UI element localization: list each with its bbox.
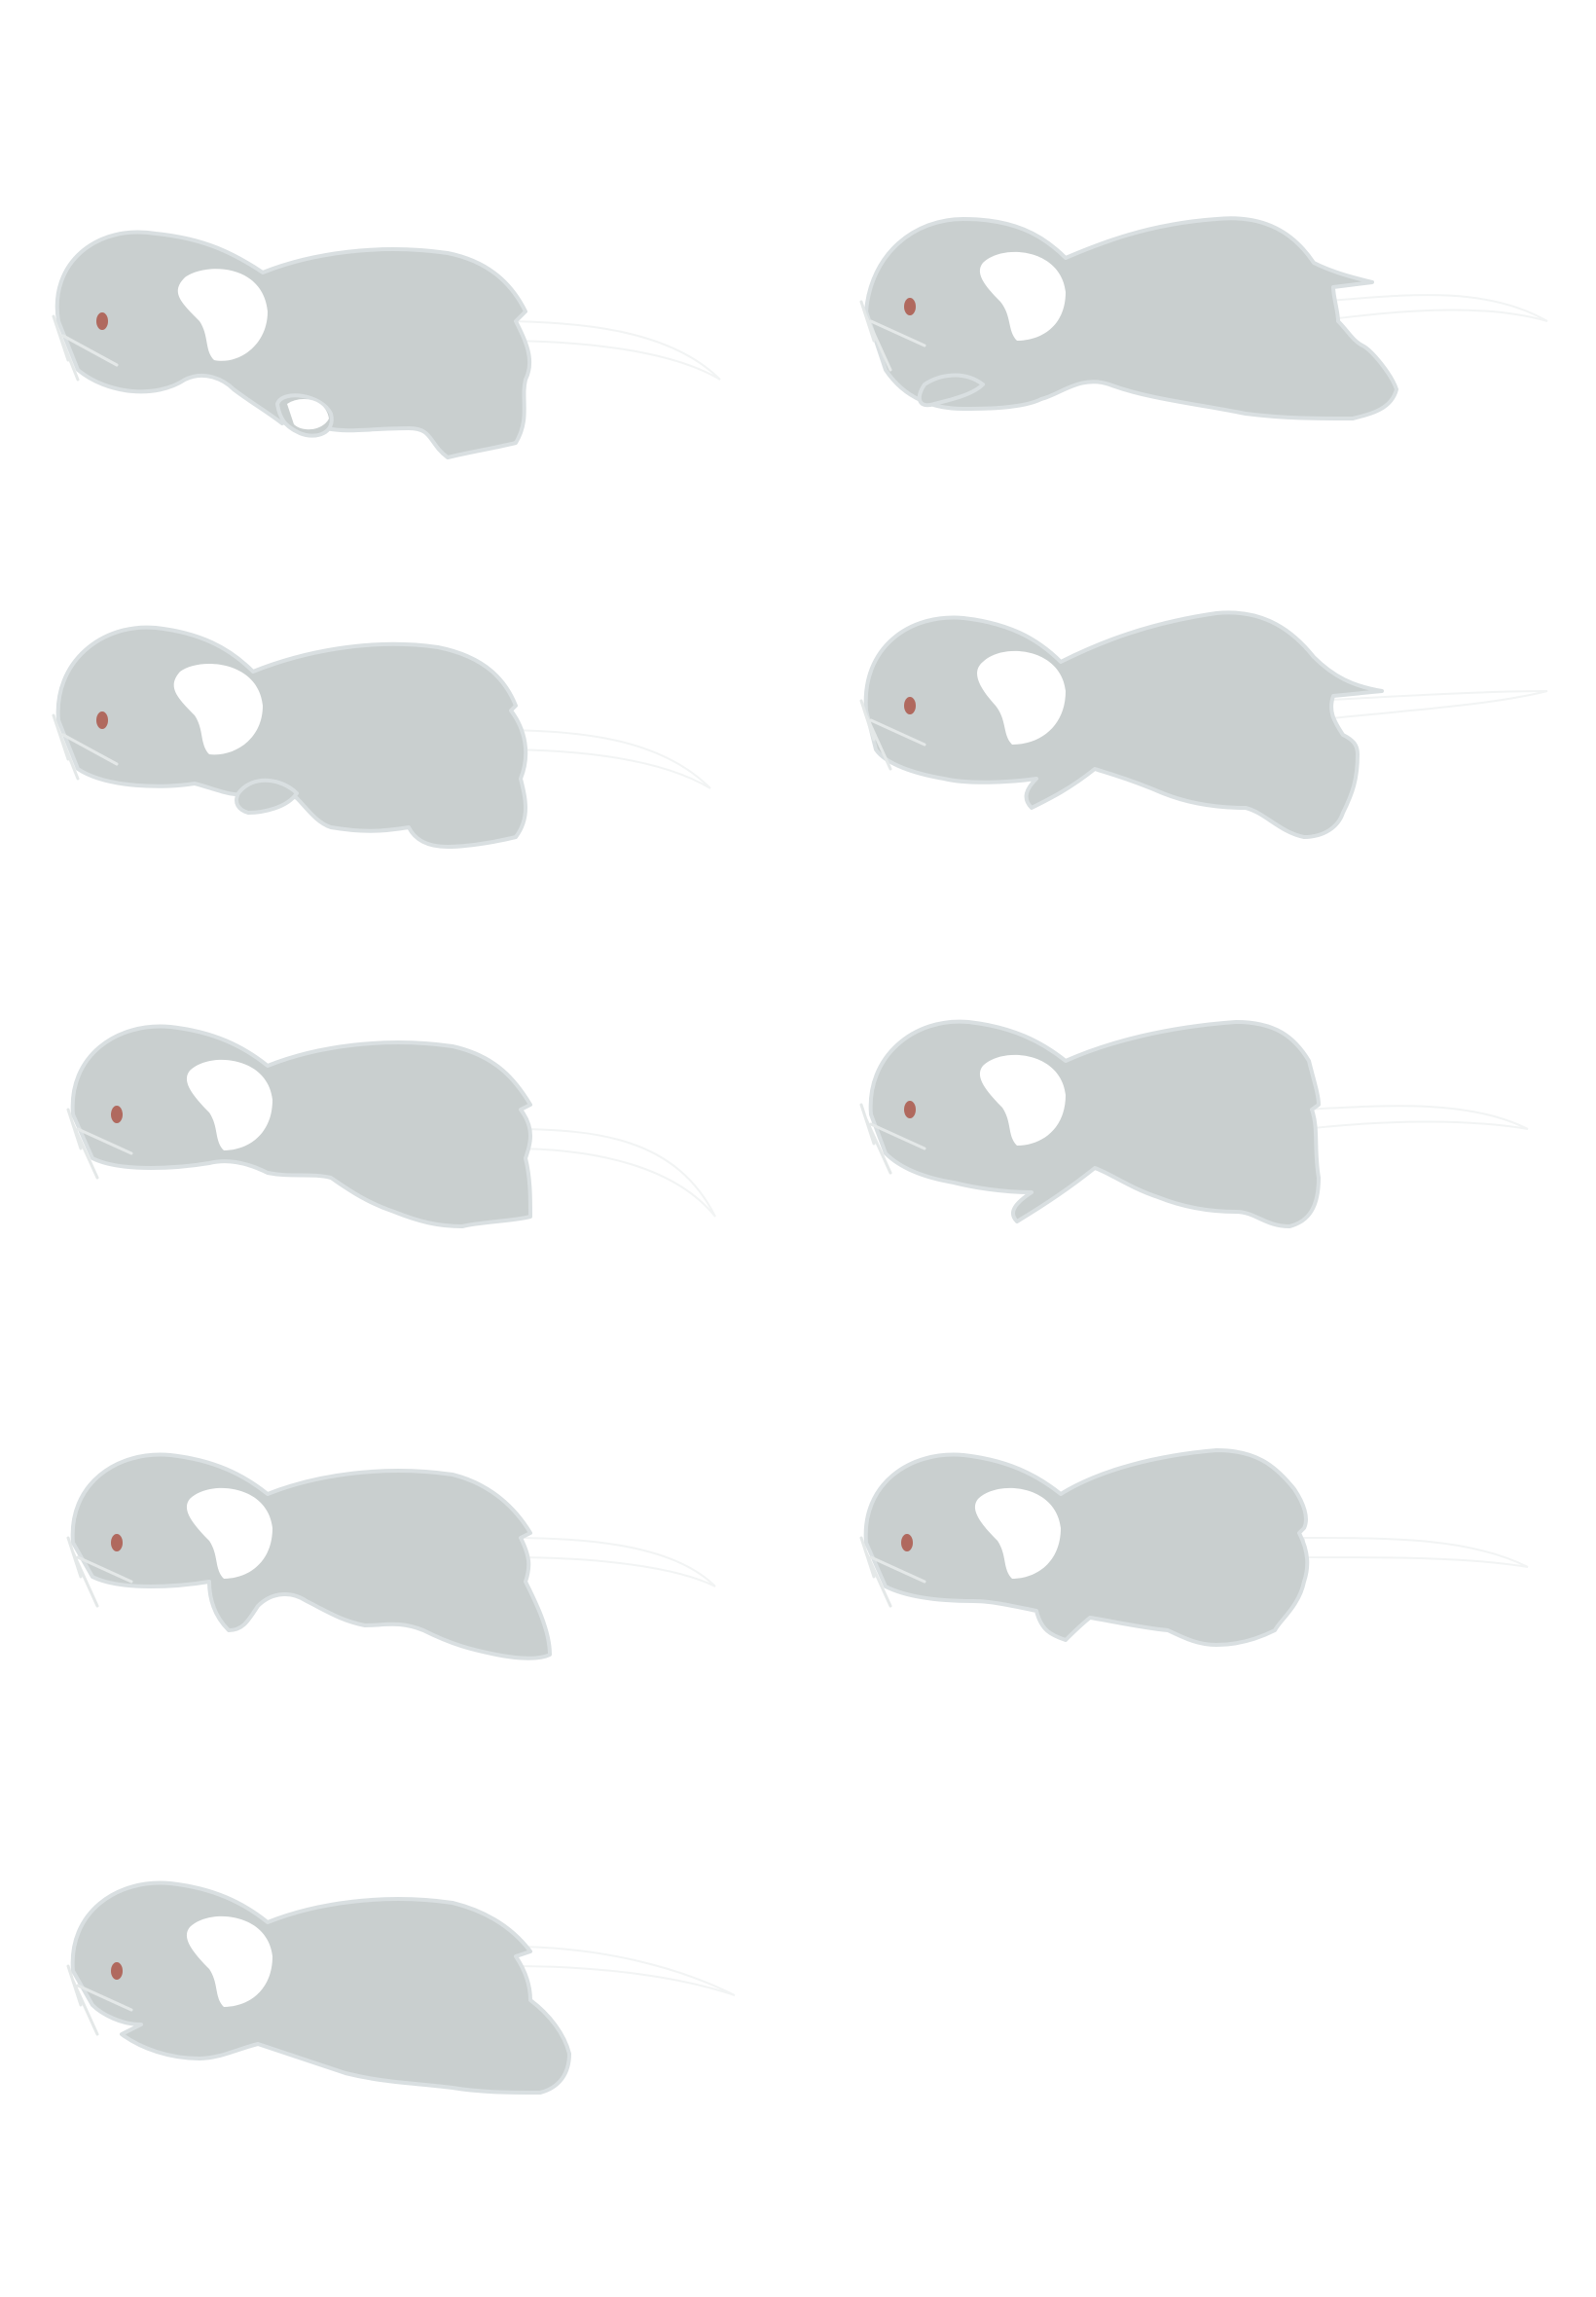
- mouse-body: [54, 230, 532, 459]
- mouse-ear: [979, 1054, 1066, 1146]
- mouse-ear: [977, 650, 1066, 745]
- mouse-whiskers: [52, 713, 119, 781]
- mouse-eye: [96, 312, 108, 330]
- mouse-body: [70, 1452, 552, 1660]
- mouse-whiskers: [52, 314, 119, 382]
- sprite-frame-9: [54, 1840, 793, 2151]
- mouse-sprite-icon: [66, 1452, 716, 1660]
- mouse-whiskers: [859, 1536, 926, 1608]
- mouse-body: [70, 1024, 532, 1228]
- mouse-whiskers: [859, 699, 926, 771]
- mouse-body: [863, 1448, 1310, 1647]
- sprite-frame-2: [847, 175, 1586, 487]
- mouse-tail: [510, 1945, 736, 1996]
- mouse-ear: [177, 269, 268, 361]
- mouse-eye: [904, 298, 916, 315]
- mouse-tail: [1303, 1105, 1529, 1131]
- mouse-sprite-icon: [52, 230, 721, 459]
- mouse-sprite-icon: [859, 216, 1548, 420]
- mouse-body: [863, 610, 1384, 839]
- mouse-sprite-icon: [859, 1019, 1529, 1228]
- sprite-frame-6: [847, 983, 1586, 1294]
- sprite-frame-8: [847, 1411, 1586, 1723]
- mouse-ear: [979, 251, 1066, 341]
- mouse-whiskers: [859, 300, 926, 372]
- mouse-eye: [901, 1534, 913, 1551]
- mouse-tail: [1303, 1536, 1529, 1568]
- mouse-ear: [186, 1915, 272, 2007]
- mouse-whiskers: [66, 1964, 133, 2036]
- mouse-tail: [1313, 690, 1548, 722]
- mouse-ear: [173, 663, 263, 755]
- mouse-tail: [510, 1536, 716, 1587]
- mouse-body: [868, 1019, 1321, 1228]
- mouse-paw: [287, 399, 329, 430]
- mouse-whiskers: [66, 1108, 133, 1180]
- mouse-tail: [510, 1127, 716, 1218]
- mouse-body: [70, 1880, 571, 2095]
- mouse-tail: [495, 319, 721, 381]
- mouse-sprite-icon: [859, 1448, 1529, 1647]
- sprite-frame-3: [39, 584, 779, 895]
- sprite-frame-4: [837, 574, 1577, 886]
- mouse-whiskers: [859, 1103, 926, 1175]
- mouse-eye: [96, 711, 108, 729]
- mouse-front-leg: [235, 778, 299, 815]
- mouse-ear: [186, 1487, 272, 1579]
- mouse-body: [55, 625, 528, 849]
- mouse-sprite-icon: [66, 1880, 736, 2095]
- mouse-eye: [111, 1534, 123, 1551]
- sprite-frame-5: [54, 983, 793, 1294]
- mouse-whiskers: [66, 1536, 133, 1608]
- sprite-frame-7: [54, 1411, 793, 1723]
- mouse-ear: [974, 1487, 1061, 1579]
- sprite-frame-1: [39, 185, 779, 496]
- mouse-sprite-icon: [66, 1024, 716, 1228]
- mouse-sprite-icon: [859, 610, 1548, 839]
- mouse-ear: [186, 1059, 272, 1150]
- mouse-eye: [111, 1962, 123, 1980]
- mouse-tail: [495, 728, 711, 789]
- mouse-eye: [904, 1101, 916, 1118]
- mouse-front-leg: [917, 373, 985, 408]
- mouse-eye: [111, 1106, 123, 1123]
- mouse-eye: [904, 697, 916, 714]
- mouse-sprite-icon: [52, 625, 711, 849]
- mouse-tail: [1313, 294, 1548, 323]
